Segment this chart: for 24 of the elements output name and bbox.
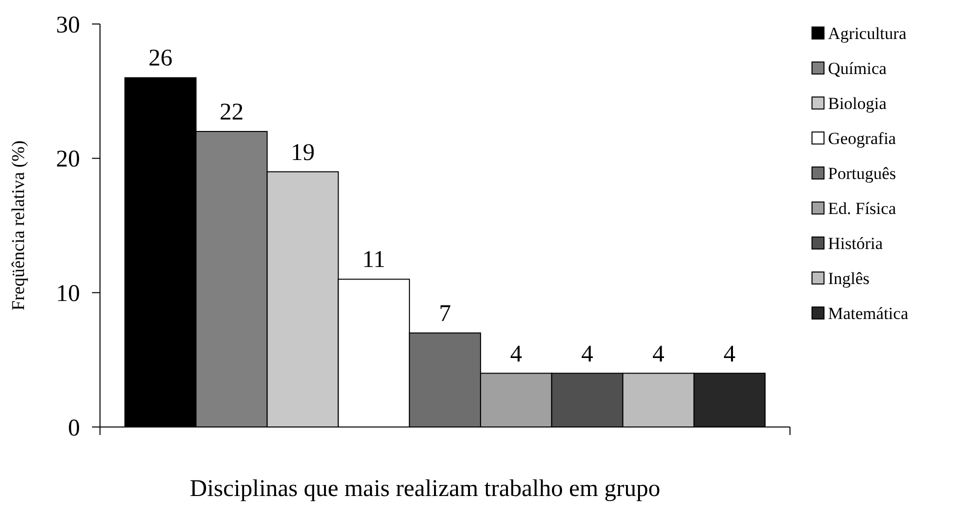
x-axis-title: Disciplinas que mais realizam trabalho em grupo <box>190 476 660 502</box>
legend-label: Português <box>828 164 896 183</box>
data-label: 4 <box>724 341 736 368</box>
legend-label: Agricultura <box>828 24 907 43</box>
y-axis-title: Freqüência relativa (%) <box>8 140 28 310</box>
data-label: 4 <box>652 341 664 368</box>
y-tick-label: 0 <box>68 415 80 442</box>
data-label: 26 <box>148 46 172 72</box>
y-tick-label: 10 <box>56 281 80 308</box>
y-tick-label: 20 <box>56 146 80 173</box>
legend-label: Biologia <box>828 94 888 113</box>
legend-label: Geografia <box>828 128 896 148</box>
data-label: 19 <box>290 140 315 166</box>
data-label: 7 <box>439 300 451 327</box>
legend-label: Ed. Física <box>828 198 896 218</box>
data-label: 22 <box>220 99 244 126</box>
legend-label: História <box>828 234 884 253</box>
y-tick-label: 30 <box>56 12 80 38</box>
data-label: 4 <box>510 341 522 368</box>
legend-label: Inglês <box>828 268 870 288</box>
data-label: 4 <box>581 341 594 368</box>
legend-label: Química <box>828 58 887 78</box>
data-label: 11 <box>362 247 386 274</box>
legend-label: Matemática <box>828 304 909 323</box>
